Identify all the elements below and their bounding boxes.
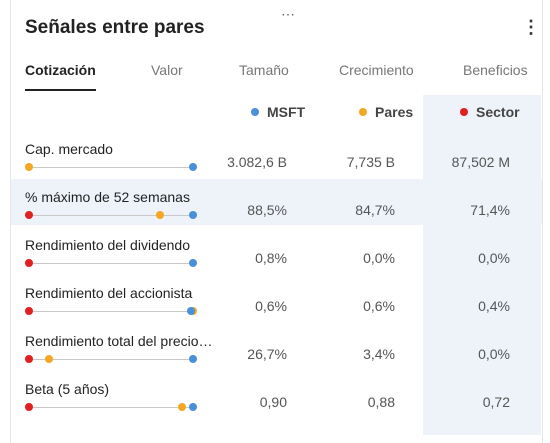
range-track: [29, 263, 193, 264]
row-label: Beta (5 años): [25, 381, 110, 397]
card-title: Señales entre pares: [25, 17, 205, 38]
pares-value: 0,6%: [363, 298, 395, 314]
pares-value: 84,7%: [355, 202, 395, 218]
sector-value: 0,0%: [478, 346, 510, 362]
tab-tamano[interactable]: Tamaño: [239, 62, 289, 78]
sector-value: 71,4%: [470, 202, 510, 218]
sector-marker: [25, 355, 33, 363]
msft-marker: [189, 163, 197, 171]
pares-value: 7,735 B: [346, 154, 395, 170]
table-row[interactable]: Beta (5 años) 0,90 0,88 0,72: [11, 371, 542, 417]
row-label: Rendimiento del dividendo: [25, 237, 190, 253]
msft-value: 0,6%: [255, 298, 287, 314]
pares-value: 0,88: [367, 394, 395, 410]
table-row[interactable]: Rendimiento del dividendo 0,8% 0,0% 0,0%: [11, 227, 542, 273]
tab-cotizacion[interactable]: Cotización: [25, 62, 96, 78]
sector-marker: [25, 403, 33, 411]
msft-value: 3.082,6 B: [227, 154, 287, 170]
tab-bar: Cotización Valor Tamaño Crecimiento Bene…: [11, 62, 542, 92]
sector-marker: [25, 211, 33, 219]
drag-handle-icon[interactable]: ⋯: [281, 6, 296, 22]
sector-value: 87,502 M: [451, 154, 510, 170]
pares-marker: [44, 355, 53, 363]
table-row[interactable]: Cap. mercado 3.082,6 B 7,735 B 87,502 M: [11, 131, 542, 177]
more-options-icon[interactable]: ⋮: [522, 17, 540, 37]
range-track: [29, 407, 193, 408]
range-track: [29, 215, 193, 216]
row-label: Rendimiento del accionista: [25, 285, 193, 301]
pares-legend-dot: [359, 108, 367, 116]
table-row[interactable]: Rendimiento total del precio… 26,7% 3,4% 0,…: [11, 323, 542, 369]
table-row[interactable]: % máximo de 52 semanas 88,5% 84,7% 71,4%: [11, 179, 542, 225]
pares-marker: [25, 163, 33, 171]
msft-marker: [189, 403, 197, 411]
peer-signals-card: ⋯ Señales entre pares ⋮ Cotización Valor…: [10, 0, 543, 443]
table-row[interactable]: Rendimiento del accionista 0,6% 0,6% 0,4%: [11, 275, 542, 321]
sector-value: 0,0%: [478, 250, 510, 266]
column-header-msft[interactable]: MSFT: [251, 104, 305, 120]
row-label: Cap. mercado: [25, 141, 113, 157]
msft-marker: [189, 355, 197, 363]
msft-value: 0,8%: [255, 250, 287, 266]
row-label: Rendimiento total del precio…: [25, 333, 213, 349]
msft-legend-dot: [251, 108, 259, 116]
msft-marker: [189, 211, 197, 219]
column-header-sector[interactable]: Sector: [460, 104, 520, 120]
tab-valor[interactable]: Valor: [151, 62, 183, 78]
sector-value: 0,72: [482, 394, 510, 410]
range-track: [29, 359, 193, 360]
pares-marker: [177, 403, 186, 411]
range-track: [29, 311, 193, 312]
range-track: [29, 167, 193, 168]
sector-column-highlight: [423, 95, 541, 435]
sector-marker: [25, 259, 33, 267]
sector-legend-dot: [460, 108, 468, 116]
msft-value: 26,7%: [247, 346, 287, 362]
sector-marker: [25, 307, 33, 315]
pares-value: 0,0%: [363, 250, 395, 266]
row-label: % máximo de 52 semanas: [25, 189, 190, 205]
sector-value: 0,4%: [478, 298, 510, 314]
pares-value: 3,4%: [363, 346, 395, 362]
active-tab-indicator: [25, 89, 96, 91]
column-header-pares[interactable]: Pares: [359, 104, 413, 120]
msft-marker: [189, 259, 197, 267]
msft-value: 88,5%: [247, 202, 287, 218]
tab-beneficios[interactable]: Beneficios: [463, 62, 528, 78]
tab-crecimiento[interactable]: Crecimiento: [339, 62, 414, 78]
pares-marker: [156, 211, 165, 219]
msft-value: 0,90: [259, 394, 287, 410]
msft-marker: [186, 307, 195, 315]
